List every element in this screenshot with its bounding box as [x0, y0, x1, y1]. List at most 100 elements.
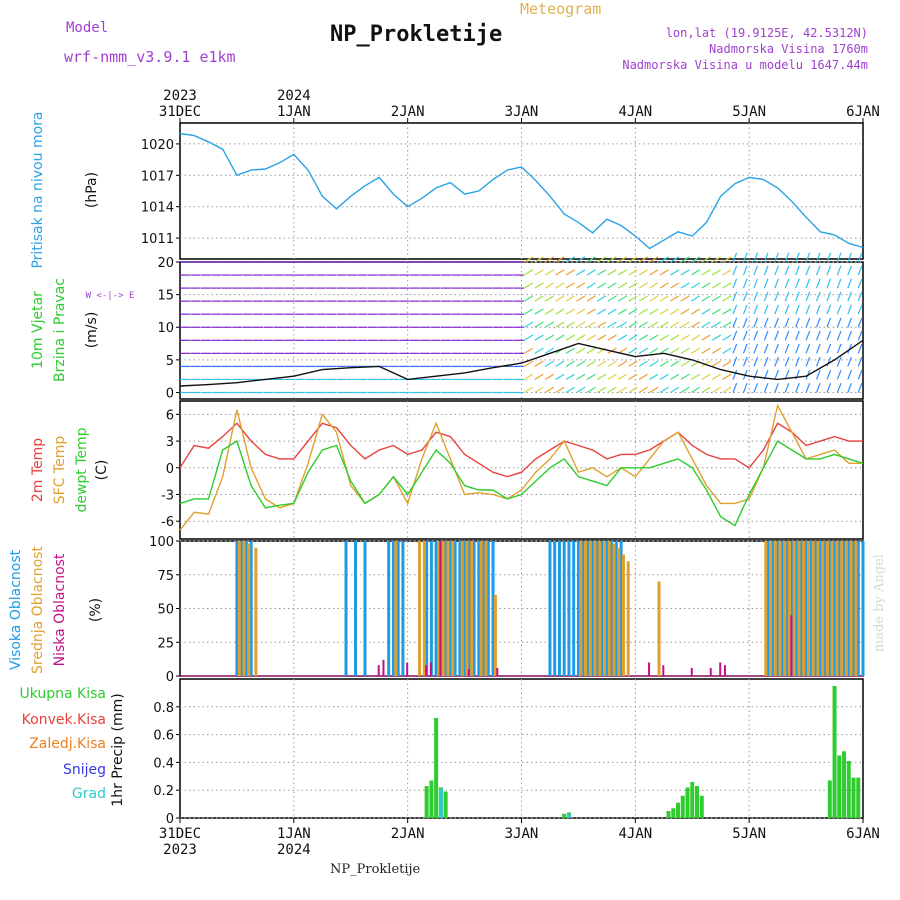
- cloud-bar: [648, 662, 651, 676]
- wind-arrow: [649, 256, 659, 263]
- wind-arrow: [544, 308, 555, 315]
- precip-legend-item: Zaledj.Kisa: [29, 736, 106, 752]
- wind-arrow: [586, 321, 596, 328]
- wind-arrow: [815, 291, 821, 302]
- wind-arrow: [815, 265, 821, 276]
- cloud-bar: [363, 541, 367, 676]
- wind-arrow: [670, 386, 680, 393]
- wind-arrow: [680, 373, 690, 380]
- wind-arrow: [805, 291, 811, 302]
- wind-arrow: [763, 330, 769, 341]
- station-title: NP_Prokletije: [330, 22, 503, 47]
- cloud-bar: [382, 659, 385, 676]
- cloud-bar: [598, 541, 602, 676]
- wind-arrow: [763, 291, 769, 302]
- wind-arrow: [774, 304, 779, 315]
- wind-arrow: [670, 295, 680, 302]
- wind-arrow: [649, 347, 659, 354]
- wind-arrow: [784, 252, 790, 263]
- wind-arrow: [753, 382, 759, 393]
- cloud-bar: [451, 541, 455, 676]
- wind-arrow: [607, 308, 617, 315]
- cloud-bar: [790, 541, 794, 676]
- cloud-bar: [579, 541, 583, 676]
- wind-arrow: [555, 360, 565, 367]
- cloud-bar: [463, 541, 467, 676]
- cloud-bar: [619, 541, 623, 676]
- cloud-bar: [849, 541, 853, 676]
- wind-arrow: [586, 334, 596, 341]
- wind-arrow: [753, 304, 759, 315]
- wind-arrow: [597, 282, 607, 289]
- wind-arrow: [628, 360, 638, 367]
- wind-arrow: [690, 269, 701, 276]
- precip-bar: [680, 795, 685, 818]
- wind-arrow: [607, 373, 617, 380]
- cloud-bar: [814, 541, 818, 676]
- precip-bar: [856, 777, 861, 818]
- wind-arrow: [847, 278, 853, 289]
- temp-unit: (C): [94, 460, 110, 481]
- cloud-bar: [773, 541, 777, 676]
- wind-arrow: [847, 304, 853, 315]
- cloud-bar: [780, 541, 784, 676]
- cloud-bar: [425, 541, 429, 676]
- wind-arrow: [784, 330, 790, 341]
- wind-arrow: [649, 360, 659, 367]
- wind-arrow: [638, 373, 648, 380]
- cloud-bar: [567, 541, 571, 676]
- cloud-bar: [861, 541, 865, 676]
- x-tick-year-top: 2023: [163, 88, 197, 104]
- wind-arrow: [544, 321, 555, 328]
- precip-bar: [671, 808, 676, 818]
- wind-arrow: [638, 360, 648, 367]
- wind-arrow: [680, 308, 690, 315]
- cloud-bar: [816, 541, 820, 676]
- cloud-bar: [453, 541, 457, 676]
- wind-arrow: [795, 278, 800, 289]
- wind-arrow: [732, 252, 738, 263]
- wind-arrow: [576, 360, 586, 367]
- wind-arrow: [774, 343, 779, 354]
- pressure-title: Pritisak na nivou mora: [30, 111, 46, 268]
- wind-arrow: [628, 269, 638, 276]
- cloud-bar: [626, 561, 630, 676]
- wind-arrow: [774, 252, 779, 263]
- wind-arrow: [670, 321, 680, 328]
- wind-arrow: [711, 321, 722, 328]
- cloud-bar: [617, 547, 621, 676]
- wind-arrow: [659, 360, 669, 367]
- y-tick-label: 0.2: [153, 784, 174, 799]
- wind-speed-line: [179, 339, 864, 387]
- cloud-bar: [446, 541, 450, 676]
- cloud-bar: [837, 541, 841, 676]
- wind-arrow: [607, 282, 617, 289]
- wind-arrow: [763, 304, 769, 315]
- cloud-bar: [418, 541, 422, 676]
- wind-arrow: [576, 321, 586, 328]
- wind-title2: Brzina i Pravac: [52, 278, 68, 382]
- wind-arrow: [617, 386, 628, 393]
- x-tick-label-bottom: 5JAN: [732, 826, 766, 842]
- wind-arrow: [576, 269, 586, 276]
- wind-arrow: [753, 317, 759, 328]
- precip-bar: [832, 685, 837, 818]
- cloud-bar: [690, 667, 693, 676]
- cloud-bar: [828, 541, 832, 676]
- wind-arrow: [826, 291, 832, 302]
- wind-arrow: [857, 356, 863, 367]
- wind-arrow: [586, 295, 596, 302]
- wind-arrow: [836, 252, 842, 263]
- wind-unit: (m/s): [84, 312, 100, 349]
- cloud-bar: [603, 541, 607, 676]
- wind-arrow: [690, 321, 701, 328]
- precip-legend-item: Konvek.Kisa: [22, 712, 106, 728]
- cloud-bar: [821, 541, 825, 676]
- wind-arrow: [826, 330, 832, 341]
- wind-arrow: [544, 282, 555, 289]
- wind-arrow: [805, 330, 811, 341]
- wind-arrow: [701, 269, 711, 276]
- cloud-bar: [377, 665, 380, 676]
- wind-arrow: [763, 265, 769, 276]
